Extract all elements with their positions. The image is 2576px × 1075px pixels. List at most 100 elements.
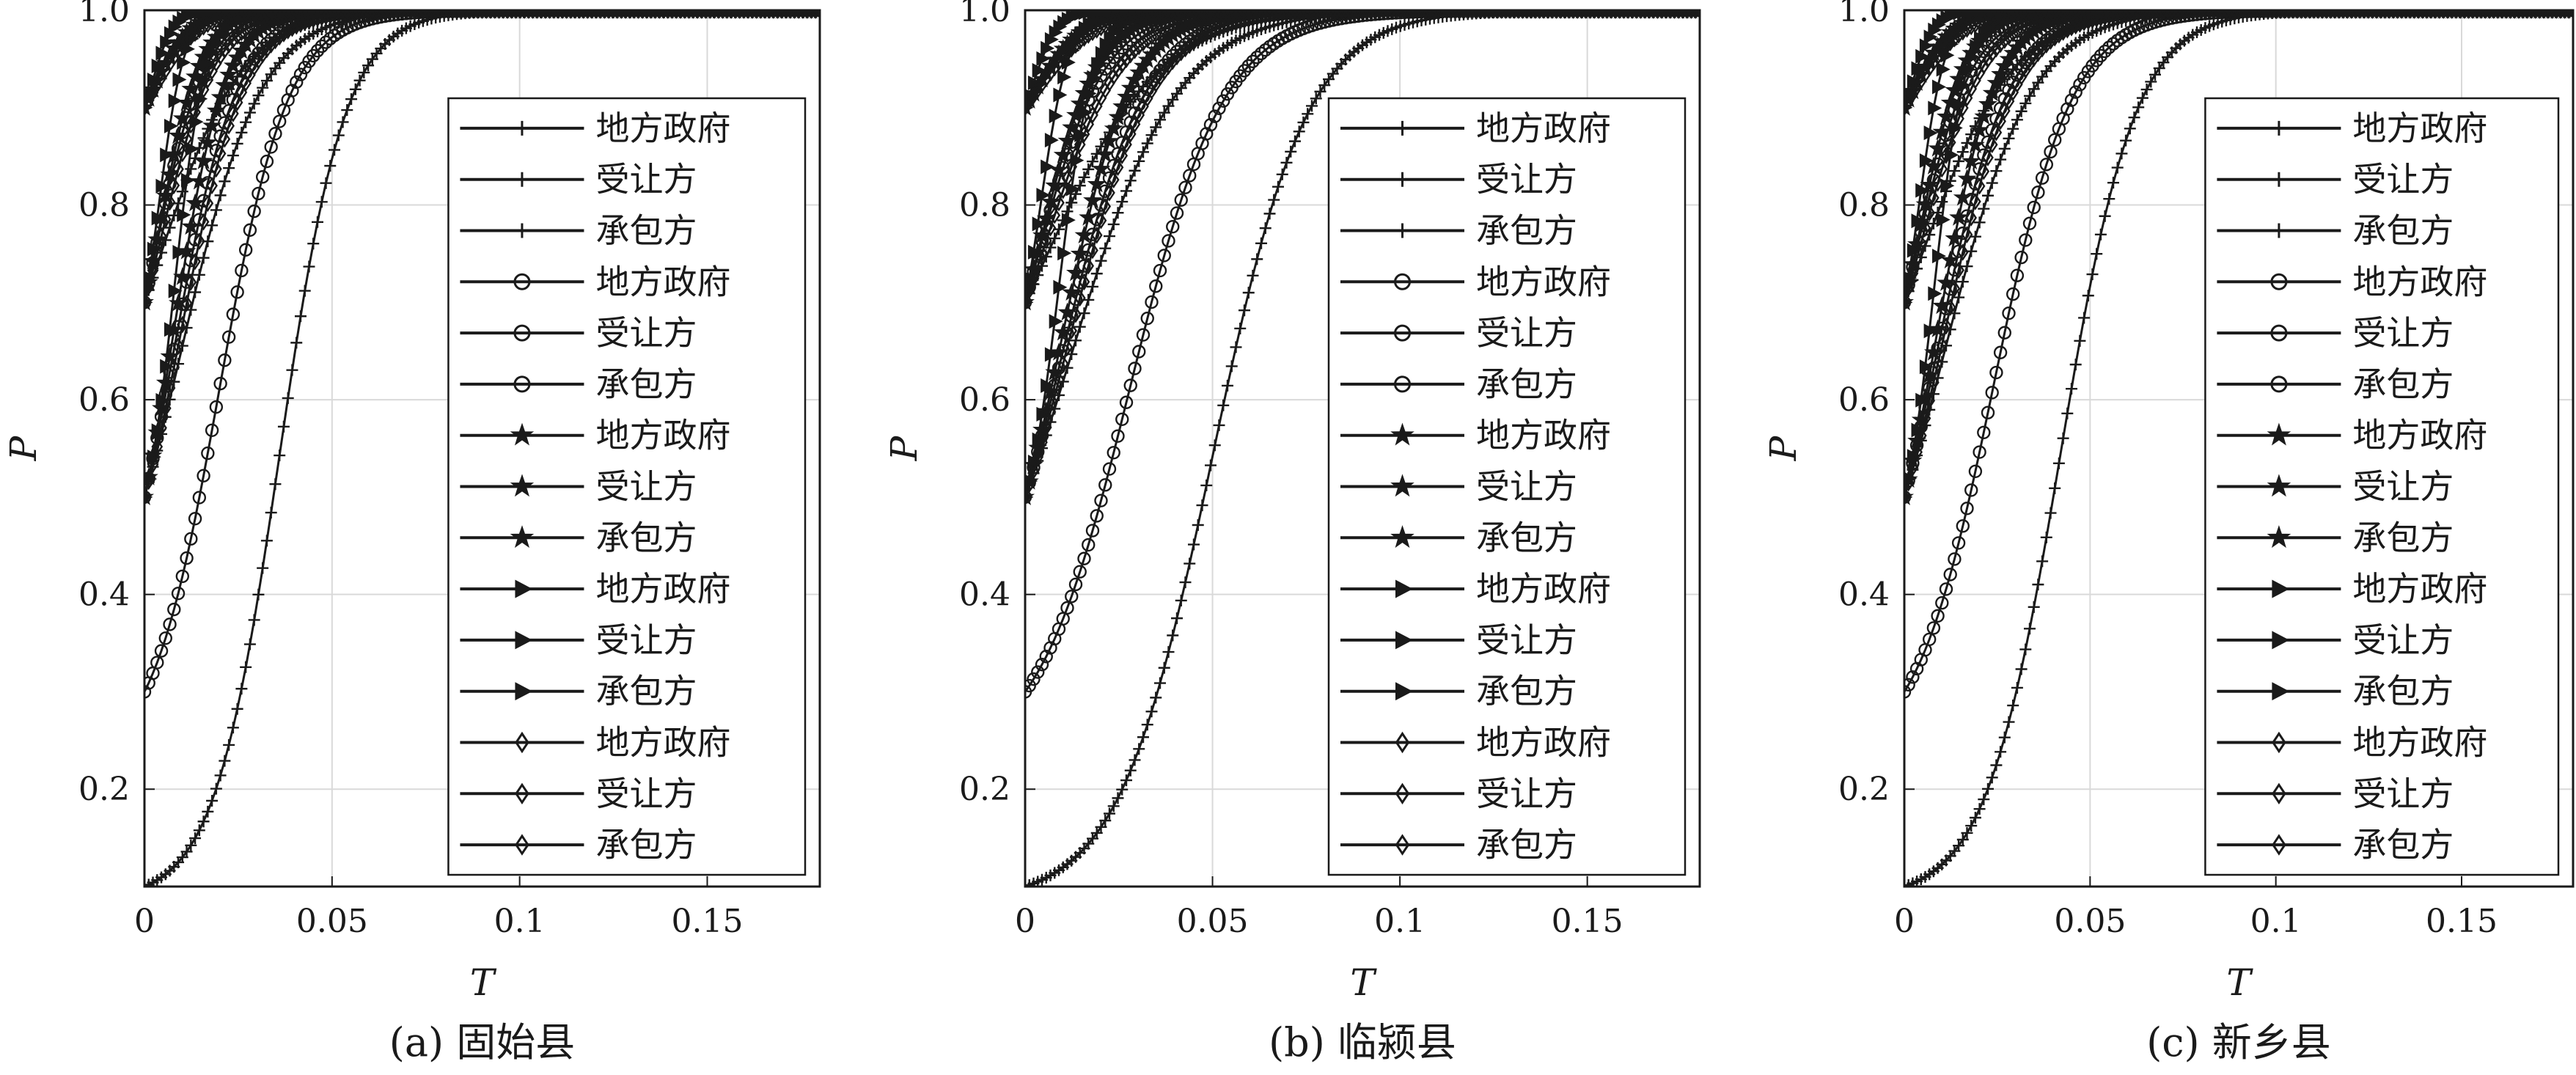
legend-label: 承包方 <box>2352 518 2454 557</box>
legend-marker <box>2267 474 2291 497</box>
legend-marker <box>514 120 529 136</box>
series-group <box>144 10 820 887</box>
legend-label: 地方政府 <box>2352 109 2487 148</box>
y-tick-label: 0.2 <box>959 771 1010 808</box>
legend-marker <box>1395 223 1410 238</box>
axes-frame <box>143 9 821 888</box>
legend-label: 承包方 <box>1476 211 1577 251</box>
legend-marker <box>515 682 533 701</box>
legend-label: 地方政府 <box>595 723 730 763</box>
legend-marker <box>1394 375 1412 393</box>
legend-marker <box>2272 682 2290 701</box>
series-line-15 <box>144 10 820 109</box>
chart-panel-1: 0 0.05 0.1 0.150.20.40.60.81.0地方政府受让方承包方地方政… <box>2 0 821 1065</box>
legend-label: 承包方 <box>2352 211 2454 251</box>
legend-marker <box>514 172 529 187</box>
legend-label: 承包方 <box>1476 364 1577 404</box>
legend-label: 承包方 <box>595 518 697 557</box>
legend-label: 承包方 <box>2352 672 2454 711</box>
legend-marker <box>1395 579 1413 598</box>
legend: 地方政府受让方承包方地方政府受让方承包方地方政府受让方承包方地方政府受让方承包方… <box>1327 97 1687 876</box>
y-tick-label: 0.6 <box>959 381 1010 419</box>
y-tick-label: 0.4 <box>78 576 130 614</box>
legend-label: 受让方 <box>595 774 697 813</box>
chart-panel-2: 0 0.05 0.1 0.150.20.40.60.81.0地方政府受让方承包方地方政… <box>883 0 1701 1065</box>
legend-marker <box>2272 631 2290 650</box>
series-markers-15 <box>1904 10 2573 117</box>
legend-marker <box>1394 273 1412 290</box>
x-tick-label: 0.05 <box>1177 903 1249 940</box>
legend-label: 地方政府 <box>595 569 730 609</box>
legend: 地方政府受让方承包方地方政府受让方承包方地方政府受让方承包方地方政府受让方承包方… <box>2204 97 2560 876</box>
legend-marker <box>1390 422 1414 446</box>
legend-marker <box>2272 834 2286 856</box>
legend-marker <box>1395 631 1413 650</box>
legend-marker <box>2272 579 2290 598</box>
legend-marker <box>2270 324 2288 342</box>
y-tick-label: 0.4 <box>1838 576 1890 614</box>
legend-marker <box>1395 782 1410 805</box>
legend-marker <box>2267 525 2291 548</box>
legend-label: 承包方 <box>2352 364 2454 404</box>
y-axis-label: P <box>1762 435 1805 461</box>
panel-caption: (a) 固始县 <box>389 1019 576 1065</box>
legend-marker <box>1390 474 1414 497</box>
legend-marker <box>515 731 529 754</box>
legend-marker <box>514 223 529 238</box>
legend-label: 受让方 <box>595 160 697 199</box>
y-tick-label: 0.8 <box>78 187 130 224</box>
x-tick-label: 0.05 <box>2054 903 2126 940</box>
axes-frame <box>1903 9 2575 888</box>
legend-label: 受让方 <box>1476 774 1577 813</box>
axes-frame <box>1024 9 1701 888</box>
legend-marker <box>515 834 529 856</box>
legend-label: 受让方 <box>595 620 697 660</box>
legend-label: 受让方 <box>595 467 697 507</box>
legend-marker <box>2270 375 2288 393</box>
legend-marker <box>515 782 529 805</box>
series-line-15 <box>1904 10 2573 109</box>
y-tick-label: 1.0 <box>959 0 1010 29</box>
y-tick-label: 1.0 <box>78 0 130 29</box>
legend-label: 地方政府 <box>2352 416 2487 455</box>
legend-label: 地方政府 <box>595 109 730 148</box>
legend-label: 地方政府 <box>1476 109 1611 148</box>
legend-label: 承包方 <box>595 672 697 711</box>
legend-label: 承包方 <box>2352 825 2454 865</box>
legend: 地方政府受让方承包方地方政府受让方承包方地方政府受让方承包方地方政府受让方承包方… <box>447 97 807 876</box>
legend-label: 地方政府 <box>1476 416 1611 455</box>
y-tick-label: 0.2 <box>78 771 130 808</box>
legend-marker <box>1395 172 1410 187</box>
legend-label: 地方政府 <box>1476 262 1611 301</box>
legend-marker <box>2271 223 2286 238</box>
x-tick-label: 0.1 <box>494 903 546 940</box>
legend-marker <box>1390 525 1414 548</box>
y-tick-label: 0.8 <box>1838 187 1890 224</box>
legend-marker <box>515 579 533 598</box>
y-tick-label: 0.6 <box>1838 381 1890 419</box>
legend-label: 承包方 <box>1476 518 1577 557</box>
legend-label: 承包方 <box>595 211 697 251</box>
y-axis-label: P <box>883 435 925 461</box>
legend-marker <box>513 273 531 290</box>
series-line-15 <box>1025 10 1700 109</box>
legend-marker <box>2271 172 2286 187</box>
legend-marker <box>1395 682 1413 701</box>
panel-caption: (b) 临颍县 <box>1269 1019 1456 1065</box>
x-tick-label: 0.05 <box>296 903 368 940</box>
legend-marker <box>513 324 531 342</box>
legend-label: 地方政府 <box>2352 569 2487 609</box>
x-tick-label: 0.15 <box>1552 903 1623 940</box>
legend-marker <box>2271 120 2286 136</box>
y-axis-label: P <box>2 435 45 461</box>
legend-label: 地方政府 <box>595 262 730 301</box>
legend-label: 受让方 <box>2352 620 2454 660</box>
legend-label: 地方政府 <box>595 416 730 455</box>
y-tick-label: 0.8 <box>959 187 1010 224</box>
series-markers-15 <box>1025 10 1700 117</box>
legend-label: 地方政府 <box>2352 262 2487 301</box>
legend-label: 受让方 <box>2352 467 2454 507</box>
legend-marker <box>510 474 535 497</box>
x-tick-label: 0 <box>1894 903 1915 940</box>
